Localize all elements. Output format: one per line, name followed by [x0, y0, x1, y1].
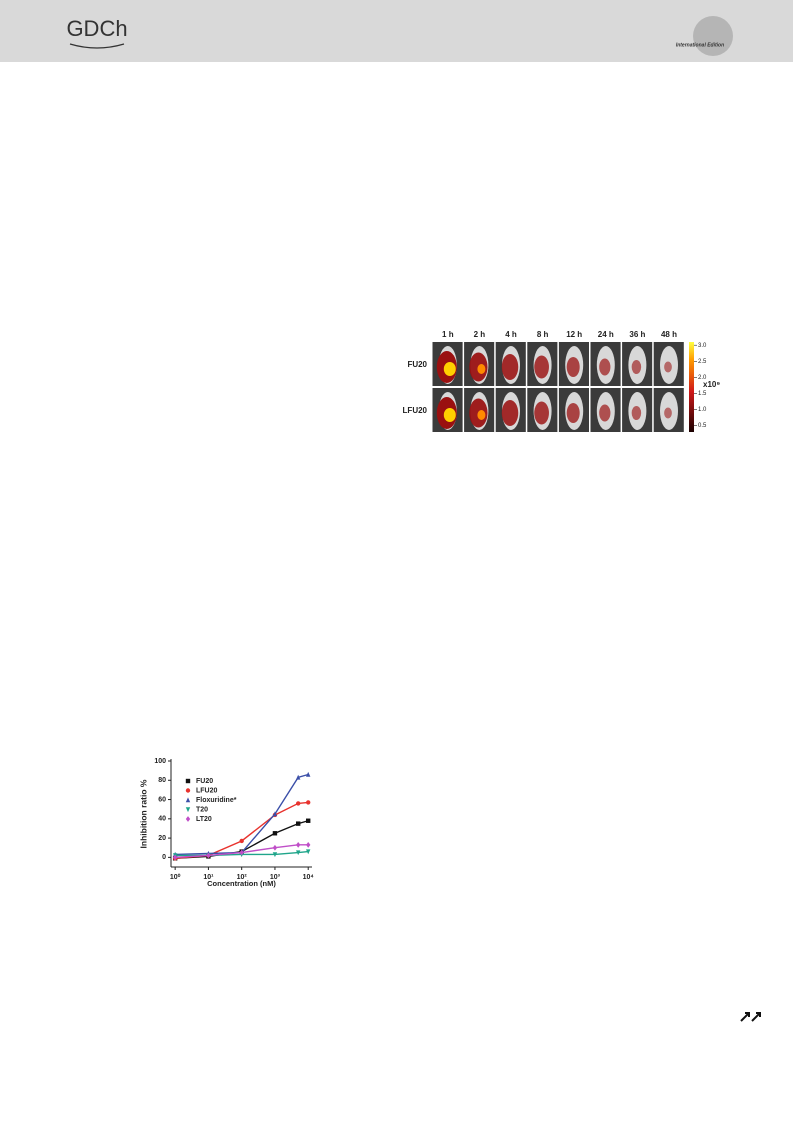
signal [631, 406, 642, 420]
data-point [295, 850, 301, 856]
more-arrows [740, 1012, 761, 1022]
signal-hot [477, 410, 486, 420]
data-point [272, 811, 278, 817]
data-point [295, 774, 301, 780]
data-point [295, 821, 301, 826]
legend-marker [185, 797, 191, 803]
time-label: 48 h [661, 330, 677, 339]
legend-label: FU20 [196, 778, 213, 785]
edition-badge [693, 16, 733, 56]
legend-label: Floxuridine* [196, 797, 237, 804]
data-point [272, 852, 278, 858]
time-label: 4 h [505, 330, 517, 339]
signal [599, 358, 611, 376]
colorbar [689, 342, 694, 432]
data-point [295, 801, 301, 806]
legend-marker [185, 788, 191, 793]
time-label: 8 h [537, 330, 549, 339]
legend-label: LFU20 [196, 787, 218, 794]
y-tick-label: 40 [158, 816, 166, 823]
legend-marker [185, 807, 191, 813]
signal [534, 401, 549, 425]
data-point [306, 849, 311, 855]
time-label: 2 h [474, 330, 486, 339]
data-point [295, 841, 301, 848]
signal-hot [443, 362, 456, 376]
colorbar-tick-label: 0.5 [698, 423, 707, 429]
signal [599, 404, 611, 422]
row-label: FU20 [407, 360, 427, 369]
edition-label: International Edition [676, 42, 724, 48]
x-tick-label: 10¹ [203, 874, 214, 881]
imaging-figure: 1 h 2 h 4 h 8 h 12 h 24 h 36 h 48 h FU20 LFU20 3.0… [403, 330, 720, 432]
data-point [306, 800, 311, 805]
time-label: 24 h [598, 330, 614, 339]
colorbar-tick-label: 1.0 [698, 407, 707, 413]
signal-hot [477, 364, 486, 374]
colorbar-tick-label: 2.0 [698, 375, 707, 381]
data-point [172, 854, 178, 861]
colorbar-tick-label: 3.0 [698, 343, 707, 349]
signal [664, 407, 672, 419]
colorbar-tick-label: 2.5 [698, 359, 707, 365]
time-label: 1 h [442, 330, 454, 339]
data-point [239, 838, 244, 844]
x-tick-label: 10² [237, 874, 248, 881]
signal [664, 361, 672, 373]
time-label: 36 h [629, 330, 645, 339]
logo-arc [69, 43, 125, 49]
y-tick-label: 20 [158, 835, 166, 842]
data-point [272, 844, 278, 851]
x-tick-label: 10⁴ [303, 874, 315, 881]
signal [566, 357, 580, 377]
colorbar-tick-label: 1.5 [698, 391, 707, 397]
header-band [0, 0, 793, 62]
y-tick-label: 0 [162, 854, 166, 861]
y-tick-label: 100 [154, 758, 166, 765]
legend-marker [185, 816, 191, 822]
y-axis-label: Inhibition ratio % [138, 779, 148, 848]
data-point [306, 818, 311, 823]
signal [534, 355, 549, 379]
data-point [206, 852, 211, 859]
signal [501, 354, 519, 380]
x-tick-label: 10⁰ [170, 873, 181, 881]
series-line [175, 773, 309, 856]
legend-label: T20 [196, 806, 208, 813]
y-tick-label: 80 [158, 777, 166, 784]
y-tick-label: 60 [158, 796, 166, 803]
data-point [239, 849, 244, 856]
time-label: 12 h [566, 330, 582, 339]
legend-label: LT20 [196, 816, 212, 823]
signal-hot [443, 408, 456, 422]
x-axis-label: Concentration (nM) [207, 879, 276, 888]
logo: GDCh [66, 16, 127, 41]
inhibition-chart: 0 20 40 60 80 100 10⁰ 10¹ 10² 10³ 10⁴ Concentration… [138, 758, 314, 888]
data-point [306, 841, 311, 848]
row-label: LFU20 [403, 406, 428, 415]
signal [566, 403, 580, 423]
signal [501, 400, 519, 426]
data-point [306, 771, 311, 777]
signal [631, 360, 642, 374]
x-tick-label: 10³ [270, 874, 281, 881]
legend-marker [185, 778, 191, 784]
data-point [272, 831, 278, 836]
colorbar-unit: x10⁹ [703, 380, 720, 389]
